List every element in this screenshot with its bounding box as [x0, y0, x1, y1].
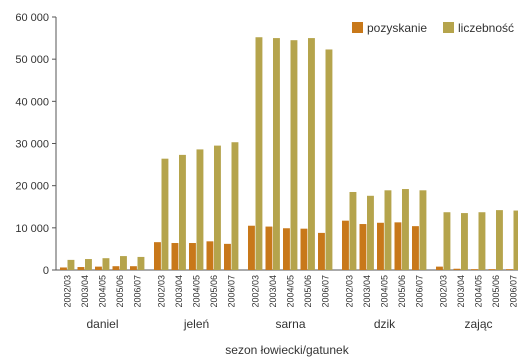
x-tick-label: 2002/03: [63, 275, 73, 308]
bar-liczebność-1-1: [179, 154, 186, 270]
x-tick-label: 2006/07: [509, 275, 518, 308]
bar-pozyskanie-4-0: [436, 266, 443, 270]
bar-pozyskanie-0-0: [60, 267, 67, 270]
x-tick-label: 2006/07: [227, 275, 237, 308]
bar-pozyskanie-4-4: [506, 269, 513, 270]
x-tick-label: 2005/06: [491, 275, 501, 308]
bar-pozyskanie-2-2: [283, 228, 290, 270]
x-tick-label: 2005/06: [303, 275, 313, 308]
bar-liczebność-3-2: [384, 190, 392, 270]
bar-pozyskanie-2-1: [265, 226, 273, 270]
bar-liczebność-1-4: [231, 142, 239, 270]
x-tick-label: 2002/03: [157, 275, 167, 308]
bar-pozyskanie-3-3: [394, 222, 402, 270]
bar-liczebność-4-4: [513, 210, 518, 270]
bar-pozyskanie-3-0: [342, 220, 349, 270]
y-tick-label: 50 000: [15, 54, 49, 66]
legend-label: liczebność: [458, 21, 514, 35]
x-tick-label: 2003/04: [456, 275, 466, 308]
group-label: sarna: [275, 317, 305, 331]
bar-pozyskanie-1-2: [189, 243, 196, 270]
bar-liczebność-3-1: [367, 195, 374, 270]
bar-pozyskanie-0-3: [112, 266, 120, 270]
y-tick-label: 10 000: [15, 223, 49, 235]
bar-liczebność-2-0: [255, 37, 263, 270]
bar-liczebność-3-3: [402, 189, 409, 270]
x-tick-label: 2006/07: [321, 275, 331, 308]
bar-pozyskanie-4-3: [488, 269, 496, 270]
bar-pozyskanie-1-3: [206, 241, 214, 270]
bar-pozyskanie-0-1: [77, 267, 85, 270]
y-tick-label: 30 000: [15, 139, 49, 151]
x-axis-title: sezon łowiecki/gatunek: [225, 343, 349, 357]
y-tick-label: 60 000: [15, 12, 49, 24]
bar-liczebność-0-3: [120, 256, 127, 270]
y-axis: 0 10 000 20 000 30 000 40 000 50 000 60 000: [15, 12, 57, 277]
x-tick-label: 2005/06: [397, 275, 407, 308]
group-labels: daniel jeleń sarna dzik zając: [86, 317, 492, 331]
bar-pozyskanie-3-4: [412, 226, 419, 270]
bar-pozyskanie-1-0: [154, 242, 161, 270]
y-tick-label: 20 000: [15, 181, 49, 193]
x-tick-label: 2004/05: [98, 275, 108, 308]
x-tick-label: 2002/03: [439, 275, 449, 308]
bar-pozyskanie-0-4: [130, 266, 137, 270]
bar-pozyskanie-4-1: [453, 268, 461, 270]
group-label: dzik: [374, 317, 396, 331]
bar-pozyskanie-3-2: [377, 222, 384, 270]
group-label: jeleń: [183, 317, 209, 331]
x-tick-label: 2004/05: [192, 275, 202, 308]
x-tick-label: 2002/03: [251, 275, 261, 308]
x-tick-labels: 2002/03 2003/04 2004/05 2005/06 2006/07 2002/…: [63, 275, 518, 308]
group-label: zając: [464, 317, 492, 331]
bar-pozyskanie-3-1: [359, 224, 367, 270]
legend: pozyskanie liczebność: [352, 21, 514, 35]
bar-liczebność-0-0: [67, 259, 75, 270]
bar-liczebność-4-2: [478, 212, 486, 270]
bar-liczebność-2-3: [308, 38, 315, 271]
bar-liczebność-0-1: [85, 259, 92, 270]
bar-liczebność-3-0: [349, 191, 357, 270]
y-tick-label: 0: [43, 265, 49, 277]
bar-liczebność-3-4: [419, 190, 427, 270]
x-tick-label: 2005/06: [115, 275, 125, 308]
bar-liczebność-2-2: [290, 40, 298, 270]
bar-liczebność-2-1: [273, 38, 280, 271]
legend-label: pozyskanie: [367, 21, 427, 35]
bar-liczebność-4-3: [496, 210, 503, 270]
x-tick-label: 2003/04: [268, 275, 278, 308]
x-tick-label: 2004/05: [474, 275, 484, 308]
x-tick-label: 2003/04: [80, 275, 90, 308]
bar-liczebność-2-4: [325, 49, 333, 270]
x-tick-label: 2002/03: [345, 275, 355, 308]
legend-swatch: [352, 22, 363, 33]
group-label: daniel: [86, 317, 118, 331]
bar-liczebność-1-3: [214, 145, 221, 270]
bar-pozyskanie-1-4: [224, 243, 231, 270]
x-tick-label: 2003/04: [362, 275, 372, 308]
x-tick-label: 2004/05: [380, 275, 390, 308]
x-tick-label: 2005/06: [209, 275, 219, 308]
bar-pozyskanie-1-1: [171, 243, 179, 270]
x-tick-label: 2004/05: [286, 275, 296, 308]
bars: [60, 37, 518, 271]
legend-swatch: [443, 22, 454, 33]
bar-liczebność-1-2: [196, 149, 204, 270]
bar-pozyskanie-2-4: [318, 232, 325, 270]
bar-liczebność-1-0: [161, 158, 169, 270]
bar-pozyskanie-4-2: [471, 269, 478, 270]
bar-liczebność-4-0: [443, 212, 451, 270]
bar-pozyskanie-0-2: [95, 266, 102, 270]
bar-liczebność-4-1: [461, 213, 468, 270]
bar-pozyskanie-2-0: [248, 225, 255, 270]
x-tick-label: 2006/07: [415, 275, 425, 308]
bar-liczebność-0-2: [102, 258, 110, 270]
bar-liczebność-0-4: [137, 256, 145, 270]
x-tick-label: 2006/07: [133, 275, 143, 308]
bar-pozyskanie-2-3: [300, 228, 308, 270]
y-tick-label: 40 000: [15, 96, 49, 108]
x-tick-label: 2003/04: [174, 275, 184, 308]
